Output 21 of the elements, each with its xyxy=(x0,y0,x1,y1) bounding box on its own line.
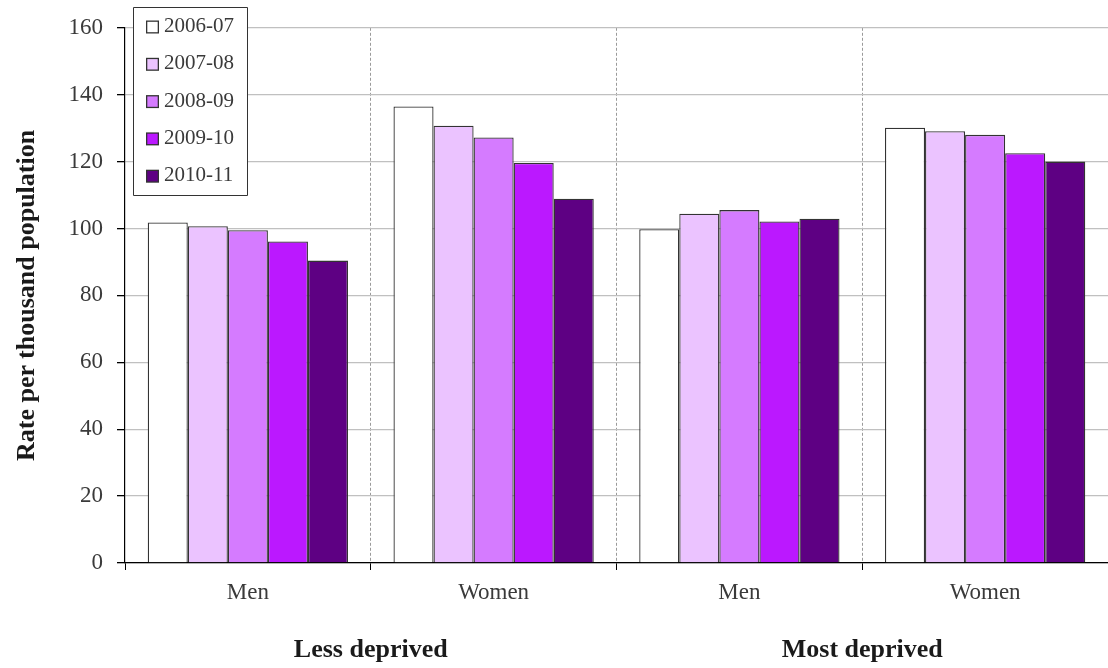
x-tick-label: Men xyxy=(226,578,270,604)
y-tick-label: 60 xyxy=(80,348,103,374)
y-tick-label: 40 xyxy=(80,415,103,441)
text: Most deprived xyxy=(781,633,944,663)
y-tick-label: 160 xyxy=(68,13,103,39)
y-tick-label: 0 xyxy=(91,549,103,575)
y-tick-label: 20 xyxy=(80,482,103,508)
y-tick-label: 100 xyxy=(68,214,103,240)
y-tick-label: 140 xyxy=(68,80,103,106)
x-tick-label: Women xyxy=(949,578,1022,604)
legend-label: 2010-11 xyxy=(164,162,234,187)
legend-label: 2006-07 xyxy=(164,13,234,38)
legend-label: 2007-08 xyxy=(164,50,234,75)
y-tick-label: 120 xyxy=(68,147,103,173)
text: Less deprived xyxy=(293,633,449,663)
legend-label: 2009-10 xyxy=(164,124,234,149)
legend-label: 2008-09 xyxy=(164,87,234,112)
y-axis-title: Rate per thousand population xyxy=(11,129,41,461)
x-tick-label: Women xyxy=(458,578,530,604)
y-tick-label: 80 xyxy=(80,281,103,307)
x-tick-label: Men xyxy=(718,578,761,604)
